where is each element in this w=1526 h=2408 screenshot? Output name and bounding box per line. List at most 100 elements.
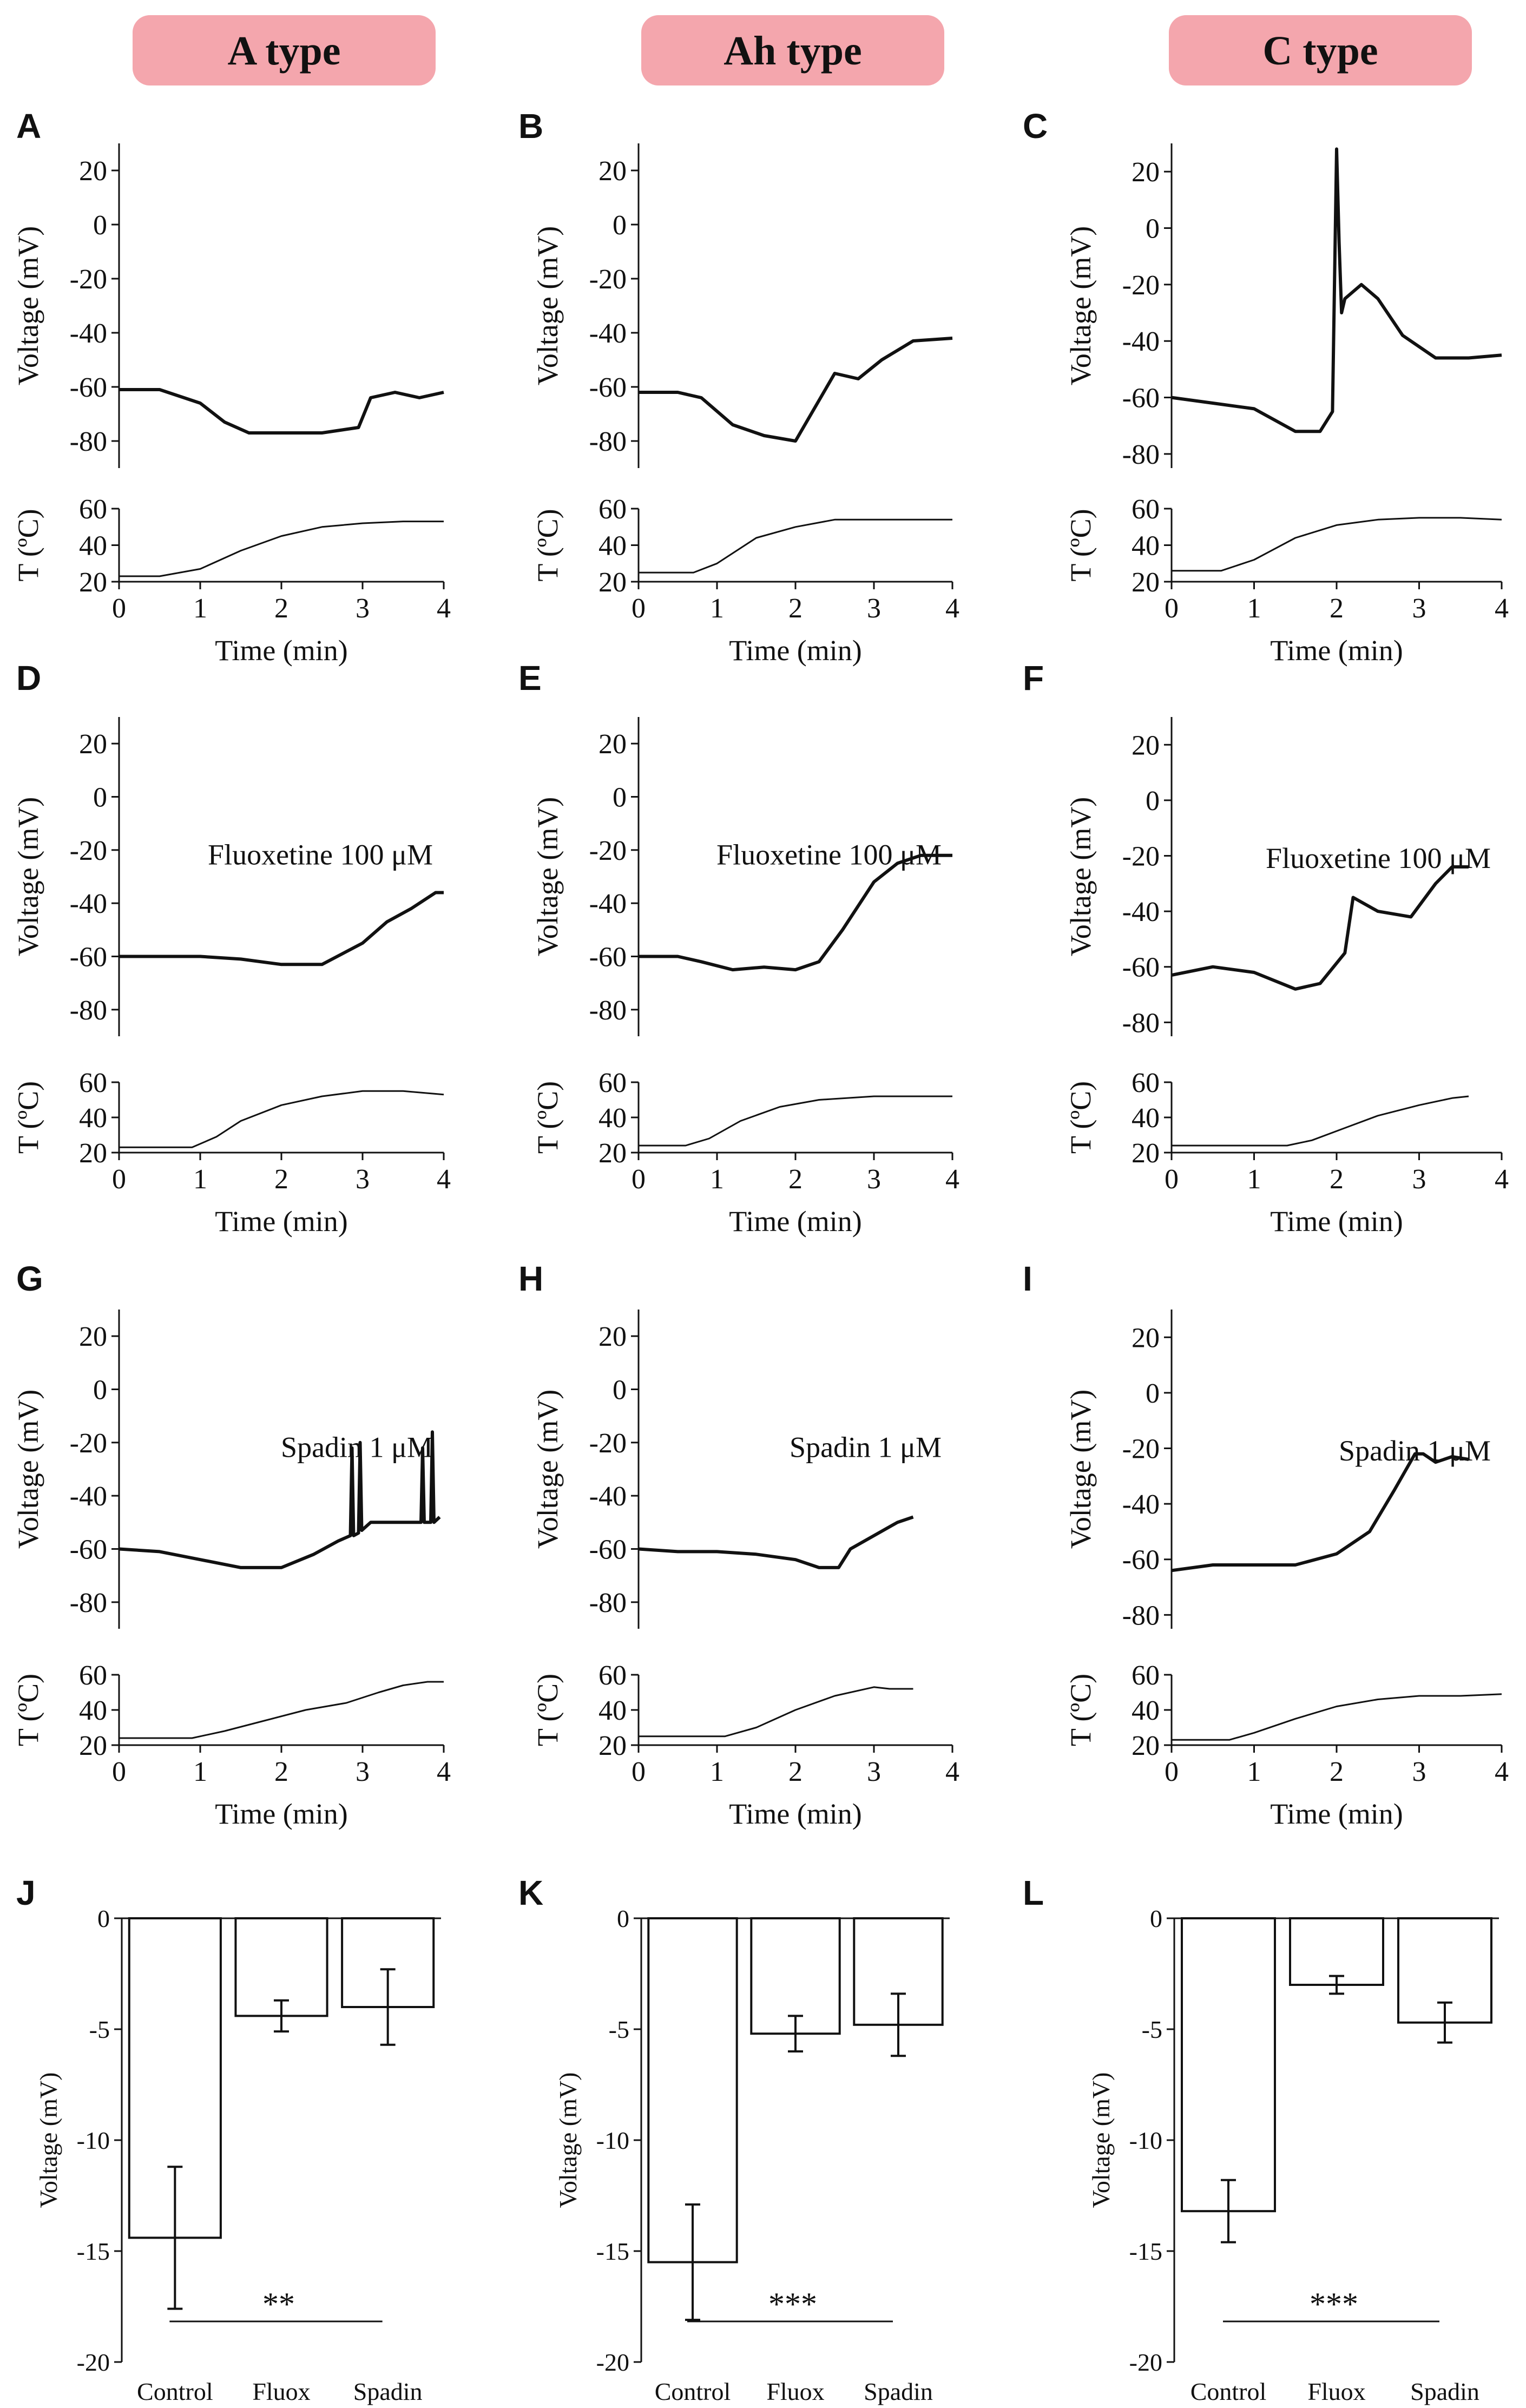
panel-letter: C	[1023, 107, 1048, 146]
bar-y-tick-label: -5	[89, 2016, 110, 2043]
temperature-trace	[639, 1095, 952, 1147]
temp-axis-title: T (ºC)	[1064, 1674, 1097, 1746]
bar-y-tick-label: -10	[77, 2127, 110, 2154]
voltage-y-tick-label: -20	[70, 835, 107, 866]
time-x-tick-label: 1	[710, 1164, 724, 1195]
time-x-tick-label: 3	[867, 1756, 881, 1787]
time-x-tick-label: 3	[1412, 593, 1426, 624]
voltage-y-tick-label: -80	[70, 1588, 107, 1619]
bar-panel-J: J 0 -5 -10 -15 -20 Voltage (mV) Control Fluox Spa…	[16, 1873, 441, 2405]
time-x-tick-label: 4	[945, 593, 959, 624]
bar-axis-title: Voltage (mV)	[35, 2073, 62, 2208]
temperature-trace	[1172, 1095, 1469, 1147]
time-x-tick-label: 3	[1412, 1756, 1426, 1787]
voltage-axis-title: Voltage (mV)	[1064, 226, 1097, 385]
temp-y-tick-label: 60	[79, 1660, 107, 1691]
temp-y-tick-label: 40	[598, 1695, 627, 1726]
voltage-y-tick-label: 0	[1146, 1378, 1160, 1409]
temperature-trace	[1172, 517, 1502, 572]
voltage-y-tick-label: -20	[1122, 841, 1160, 872]
time-x-tick-label: 0	[112, 593, 126, 624]
time-x-tick-label: 1	[710, 593, 724, 624]
voltage-axis-title: Voltage (mV)	[1064, 797, 1097, 956]
voltage-axis-title: Voltage (mV)	[12, 797, 44, 956]
drug-annotation: Fluoxetine 100 μM	[716, 839, 942, 871]
temp-y-tick-label: 20	[79, 1731, 107, 1761]
time-x-tick-label: 4	[437, 593, 451, 624]
temp-y-tick-label: 20	[79, 1138, 107, 1169]
category-label: Spadin	[1410, 2378, 1479, 2405]
panel-letter: L	[1023, 1873, 1044, 1912]
temperature-trace	[119, 1681, 444, 1739]
panel-letter: E	[518, 659, 542, 698]
panel-letter: H	[518, 1259, 543, 1298]
voltage-y-tick-label: -40	[589, 1481, 627, 1512]
voltage-y-tick-label: 0	[93, 210, 107, 241]
voltage-y-tick-label: -60	[1122, 383, 1160, 414]
voltage-axis-title: Voltage (mV)	[531, 226, 564, 385]
voltage-y-tick-label: -40	[589, 889, 627, 919]
voltage-y-tick-label: 20	[79, 729, 107, 760]
temp-y-tick-label: 40	[79, 1695, 107, 1726]
time-x-tick-label: 0	[632, 593, 646, 624]
voltage-trace	[639, 337, 953, 443]
bar	[1181, 1917, 1276, 2213]
category-label: Control	[137, 2378, 213, 2405]
voltage-y-tick-label: -80	[589, 426, 627, 457]
voltage-y-tick-label: -60	[589, 942, 627, 973]
column-header-box	[1169, 15, 1472, 85]
time-x-tick-label: 0	[632, 1756, 646, 1787]
bar-y-tick-label: 0	[97, 1905, 110, 1932]
time-x-tick-label: 2	[1330, 593, 1344, 624]
temperature-trace	[1172, 1693, 1502, 1741]
bar-y-tick-label: -15	[77, 2238, 110, 2265]
temp-y-tick-label: 60	[598, 1068, 627, 1098]
category-label: Fluox	[252, 2378, 310, 2405]
panel-letter: I	[1023, 1259, 1032, 1298]
time-x-tick-label: 0	[112, 1164, 126, 1195]
time-x-tick-label: 3	[356, 593, 370, 624]
voltage-y-tick-label: -80	[1122, 1600, 1160, 1631]
time-x-tick-label: 0	[632, 1164, 646, 1195]
time-axis-title: Time (min)	[1270, 1205, 1403, 1238]
time-x-tick-label: 0	[1165, 1164, 1179, 1195]
column-headers: A type Ah type C type	[133, 15, 1472, 85]
voltage-y-tick-label: -60	[70, 1535, 107, 1565]
temp-axis-title: T (ºC)	[531, 1674, 564, 1746]
voltage-y-tick-label: -80	[1122, 1008, 1160, 1038]
temp-y-tick-label: 40	[79, 1103, 107, 1134]
time-x-tick-label: 0	[112, 1756, 126, 1787]
time-x-tick-label: 0	[1165, 1756, 1179, 1787]
time-x-tick-label: 1	[193, 593, 207, 624]
voltage-trace	[1171, 865, 1469, 991]
time-x-tick-label: 2	[1330, 1164, 1344, 1195]
time-x-tick-label: 4	[1495, 1164, 1509, 1195]
bar-y-tick-label: -10	[596, 2127, 629, 2154]
time-axis-title: Time (min)	[215, 1798, 348, 1830]
voltage-y-tick-label: 0	[1146, 214, 1160, 245]
bar-y-tick-label: -20	[77, 2348, 110, 2376]
temp-y-tick-label: 60	[1132, 1660, 1160, 1691]
temp-y-tick-label: 40	[598, 531, 627, 562]
voltage-trace	[638, 1515, 914, 1569]
voltage-y-tick-label: 0	[93, 1375, 107, 1406]
time-x-tick-label: 3	[356, 1164, 370, 1195]
bar-y-tick-label: 0	[617, 1905, 629, 1932]
voltage-y-tick-label: 20	[1132, 157, 1160, 188]
voltage-y-tick-label: 0	[1146, 786, 1160, 817]
bar-panel-L: L 0 -5 -10 -15 -20 Voltage (mV) Control Fluox Spa…	[1023, 1873, 1499, 2405]
column-header-label: C type	[1262, 28, 1378, 74]
voltage-trace	[119, 891, 444, 966]
voltage-axis-title: Voltage (mV)	[1064, 1390, 1097, 1549]
temp-y-tick-label: 60	[79, 1068, 107, 1098]
temp-y-tick-label: 60	[79, 494, 107, 525]
temp-axis-title: T (ºC)	[531, 1081, 564, 1154]
temp-y-tick-label: 40	[598, 1103, 627, 1134]
voltage-trace	[639, 853, 952, 972]
time-x-tick-label: 4	[437, 1164, 451, 1195]
significance-stars: **	[262, 2286, 295, 2322]
bar	[1289, 1917, 1384, 1986]
temp-y-tick-label: 20	[79, 567, 107, 598]
